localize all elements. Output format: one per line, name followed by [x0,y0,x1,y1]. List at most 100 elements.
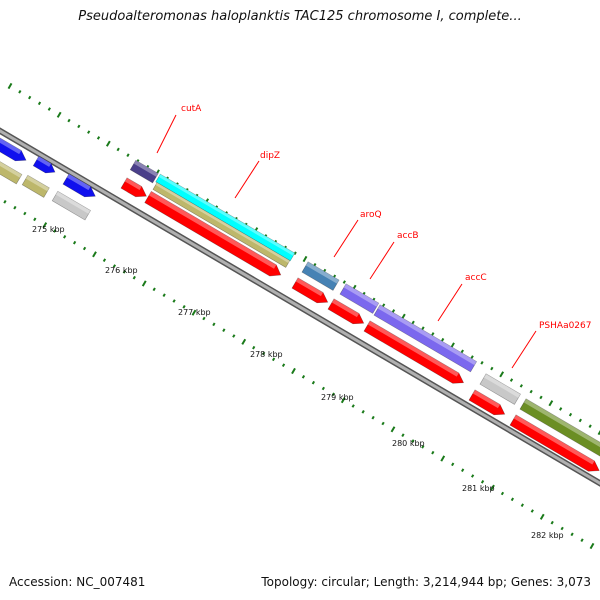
cutA-gene [129,159,159,184]
ruler-label-282: 282 kbp [531,531,564,540]
red-gene-1 [120,177,147,198]
blue-gene-1 [0,136,27,162]
upper-rail-tick [421,326,425,330]
page-title: Pseudoalteromonas haloplanktis TAC125 ch… [78,9,522,24]
khaki-gene-1 [0,159,23,185]
lower-rail-tick [381,421,385,426]
red-gene-4 [327,298,365,325]
red-gene-3 [291,277,329,304]
lower-rail-tick [411,439,415,443]
upper-rail-tick [342,280,346,284]
lower-rail-tick [241,338,247,345]
ruler-label-280: 280 kbp [392,439,425,448]
lower-rail-tick [162,293,166,297]
upper-rail-tick [87,130,91,134]
lower-rail-tick [262,351,266,356]
lower-rail-tick [331,392,335,397]
lower-rail-tick [33,217,37,222]
gene-features [0,136,600,472]
accB-gene [339,283,380,314]
lower-rail-tick [232,334,236,338]
lower-rail-tick [222,328,226,332]
upper-rail-tick [28,95,32,100]
lower-rail-tick [490,484,495,491]
footer-accession: Accession: NC_007481 [9,575,146,589]
blue-gene-2 [32,155,56,174]
lower-rail-tick [311,380,316,385]
upper-rail-tick [126,153,130,157]
accC-gene [373,304,478,373]
lower-rail-tick [122,270,126,274]
PSHAa0267-leader [511,330,537,369]
aroQ-leader [333,219,359,258]
lower-rail-tick [112,264,117,268]
lower-rail-tick [570,532,574,537]
upper-rail-tick [105,140,111,147]
lower-rail-tick [102,258,107,262]
upper-rail-tick [47,107,51,111]
lower-rail-tick [440,455,446,462]
gene-label-aroQ: aroQ [360,210,382,220]
upper-rail-tick [56,111,62,118]
backbone [0,127,600,487]
upper-rail-tick [302,255,308,263]
lower-rail-tick [390,426,396,433]
lower-rail-tick [281,363,286,367]
label-leaders [156,114,537,369]
lower-rail-tick [92,251,97,258]
cutA-leader [156,114,177,154]
lower-rail-tick [63,235,67,239]
lower-rail-tick [500,491,505,496]
ruler-label-276: 276 kbp [105,266,138,275]
lower-rail-tick [550,520,554,525]
upper-rail-tick [18,89,22,94]
lower-rail-tick [3,200,7,204]
lower-rail-tick [141,280,147,287]
tick-marks [3,82,600,550]
upper-rail-tick [470,355,474,359]
lower-rail-tick [42,222,48,229]
lower-rail-tick [291,367,296,375]
lower-rail-tick [252,345,256,350]
upper-rail-tick [597,428,600,436]
dipZ-leader [234,160,260,199]
ruler-label-279: 279 kbp [321,393,354,402]
upper-rail-tick [441,337,445,342]
gene-label-PSHAa0267: PSHAa0267 [539,321,591,331]
accC-leader [437,283,463,322]
lower-rail-tick [431,450,435,455]
lower-rail-tick [510,497,515,502]
lower-rail-tick [539,513,545,520]
upper-rail-tick [382,303,386,307]
upper-rail-tick [559,407,563,411]
footer-topology: Topology: circular; Length: 3,214,944 bp… [261,575,591,589]
lower-rail-tick [72,240,77,245]
upper-rail-tick [568,412,573,417]
lower-rail-tick [82,246,87,251]
upper-rail-tick [499,371,505,378]
upper-rail-tick [578,418,582,423]
lower-rail-tick [202,316,206,321]
ruler-label-278: 278 kbp [250,350,283,359]
lower-rail-tick [191,309,197,316]
gene-label-accC: accC [465,273,487,283]
lower-rail-tick [182,305,186,309]
khaki-gene-2 [21,174,50,198]
lower-rail-tick [589,542,595,550]
upper-rail-tick [293,251,297,256]
upper-rail-tick [529,389,533,394]
gray-gene-2 [479,373,521,405]
gene-label-dipZ: dipZ [260,151,280,161]
olive-gene [519,398,600,461]
lower-rail-tick [53,229,57,233]
lower-rail-tick [152,287,156,292]
upper-rail-tick [460,349,464,354]
ruler-label-281: 281 kbp [462,484,495,493]
lower-rail-tick [361,410,365,414]
upper-rail-tick [539,395,543,400]
lower-rail-tick [172,299,176,303]
upper-rail-tick [37,101,42,106]
lower-rail-tick [371,415,375,420]
upper-rail-tick [391,309,396,313]
upper-rail-tick [96,136,101,140]
